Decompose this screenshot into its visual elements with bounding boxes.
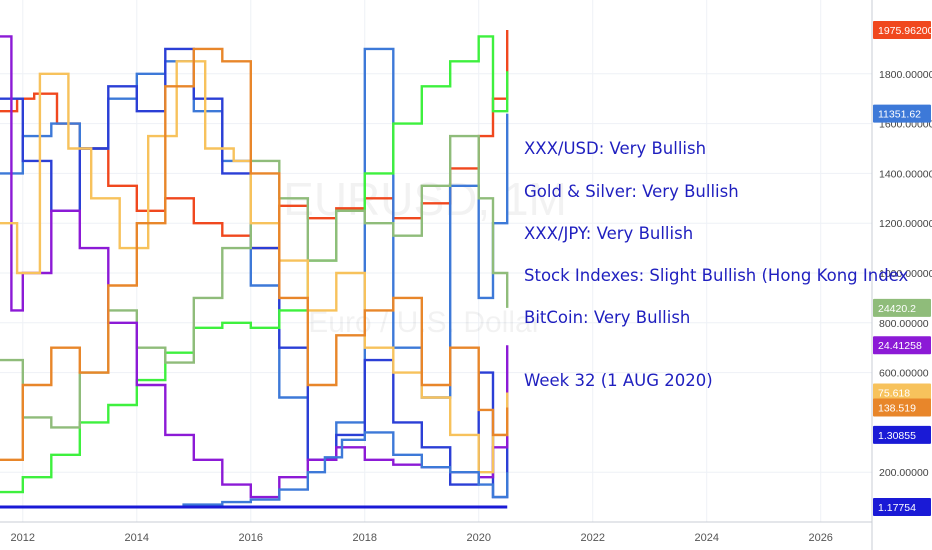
price-badge-label: 75.618 [878,388,910,400]
y-tick-label: 200.00000 [879,467,929,479]
x-tick-label: 2016 [239,532,263,544]
y-tick-label: 800.00000 [879,318,929,330]
price-badges: 1975.96200 11351.62 24420.2 24.41258 75.618 1… [873,20,932,517]
price-badge-label: 24.41258 [878,340,922,352]
price-badge [873,104,931,123]
price-badge-label: 24420.2 [878,303,916,315]
series-line-7 [0,47,509,461]
y-tick-label: 1000.00000 [879,268,932,280]
price-badge [873,298,931,317]
price-badge-label: 11351.62 [878,109,921,121]
x-tick-label: 2026 [808,532,832,544]
x-tick-label: 2024 [694,532,718,544]
price-badge [873,336,931,355]
annotation-xxx-jpy: XXX/JPY: Very Bullish [524,224,694,243]
price-badge-label: 1.30855 [878,430,916,442]
y-tick-label: 1400.00000 [879,168,932,180]
y-tick-label: 1200.00000 [879,218,932,230]
series-line-3 [0,35,509,494]
x-tick-label: 2020 [467,532,491,544]
chart-watermark: EURUSD, 1M Euro / U.S. Dollar [283,173,567,339]
watermark-symbol: EURUSD, 1M [283,173,567,225]
x-tick-label: 2014 [125,532,149,544]
y-tick-label: 1800.00000 [879,69,932,81]
annotation-bitcoin: BitCoin: Very Bullish [524,308,691,327]
price-badge [873,425,931,444]
x-tick-label: 2012 [11,532,35,544]
price-badge-label: 1975.96200 [878,25,932,37]
series-line-8 [182,431,509,506]
annotation-stock-indexes: Stock Indexes: Slight Bullish (Hong Kong… [524,266,909,285]
chart-series [0,30,509,509]
annotation-gold-silver: Gold & Silver: Very Bullish [524,182,739,201]
price-badge-label: 138.519 [878,402,916,414]
price-badge [873,498,931,517]
price-badge [873,383,931,402]
annotation-week: Week 32 (1 AUG 2020) [524,371,713,390]
x-tick-label: 2022 [580,532,604,544]
watermark-description: Euro / U.S. Dollar [308,306,541,339]
x-tick-label: 2018 [353,532,377,544]
chart-grid [0,0,872,522]
price-badge [873,20,931,39]
price-badge-label: 1.17754 [878,502,916,514]
annotation-xxx-usd: XXX/USD: Very Bullish [524,139,707,158]
y-tick-label: 600.00000 [879,368,929,380]
price-badge [873,398,931,417]
series-line-6 [0,60,509,474]
